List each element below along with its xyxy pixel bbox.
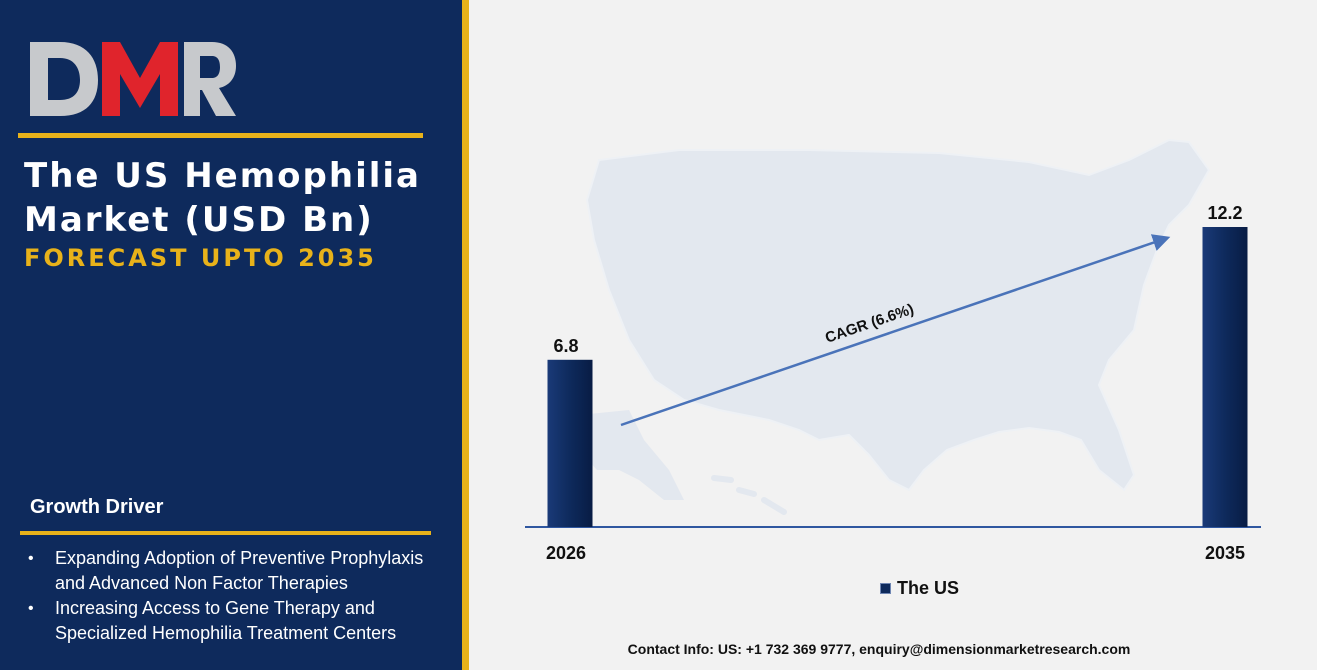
gold-divider-top <box>18 133 423 138</box>
bar-value-label-2026: 6.8 <box>553 336 578 356</box>
bar-2026 <box>547 359 593 527</box>
bar-2035 <box>1202 227 1248 527</box>
legend-swatch <box>880 582 891 594</box>
bar-value-label-2035: 12.2 <box>1207 203 1242 223</box>
growth-driver-item: Increasing Access to Gene Therapy and Sp… <box>28 596 453 646</box>
dmr-logo <box>30 42 236 116</box>
bar-chart: 6.8 12.2 2026 2035 CAGR (6.6%) <box>525 138 1261 563</box>
page-title: The US Hemophilia Market (USD Bn) <box>24 154 444 242</box>
cagr-arrow <box>620 234 1171 427</box>
title-line-1: The US Hemophilia <box>24 156 421 196</box>
title-line-2: Market (USD Bn) <box>24 200 374 240</box>
chart-legend: The US <box>880 577 959 599</box>
contact-info: Contact Info: US: +1 732 369 9777, enqui… <box>627 641 1131 657</box>
forecast-subtitle: FORECAST UPTO 2035 <box>24 244 377 272</box>
growth-driver-heading: Growth Driver <box>30 496 164 518</box>
gold-vertical-stripe <box>462 0 469 670</box>
chart-area: 6.8 12.2 2026 2035 CAGR (6.6%) The US Co… <box>469 0 1317 670</box>
growth-driver-item: Expanding Adoption of Preventive Prophyl… <box>28 546 453 596</box>
x-tick-label-2035: 2035 <box>1205 543 1245 563</box>
growth-driver-list: Expanding Adoption of Preventive Prophyl… <box>28 546 453 646</box>
us-map-background <box>579 138 1211 515</box>
x-tick-label-2026: 2026 <box>546 543 586 563</box>
gold-divider-driver <box>20 531 431 535</box>
left-panel: The US Hemophilia Market (USD Bn) FORECA… <box>0 0 462 670</box>
legend-label: The US <box>897 577 960 598</box>
